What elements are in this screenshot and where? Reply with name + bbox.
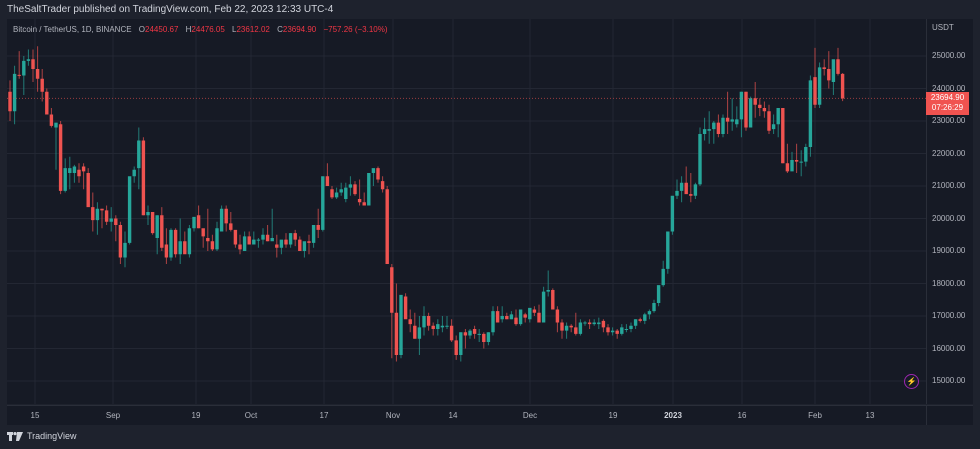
currency-label: USDT [932, 23, 954, 32]
time-tick: Dec [522, 411, 538, 420]
time-tick: Feb [808, 411, 822, 420]
last-price: 23694.90 [930, 93, 965, 103]
time-tick: 19 [608, 411, 618, 420]
time-axis[interactable] [7, 405, 926, 425]
time-tick: 19 [191, 411, 201, 420]
time-tick: 17 [319, 411, 329, 420]
time-tick: 13 [865, 411, 875, 420]
price-tick: 16000.00 [932, 343, 966, 353]
low-label: L [232, 25, 237, 34]
price-tick: 15000.00 [932, 376, 966, 385]
time-tick: 16 [737, 411, 747, 420]
price-tick: 22000.00 [932, 148, 966, 158]
last-price-tag: 23694.90 07:26:29 [926, 92, 969, 116]
price-tick: 20000.00 [932, 213, 966, 223]
time-tick: Oct [244, 411, 258, 420]
price-tick: 21000.00 [932, 181, 966, 190]
publisher-line: TheSaltTrader published on TradingView.c… [7, 4, 334, 15]
high-value: 24476.05 [191, 25, 225, 34]
close-label: C [277, 25, 283, 34]
change-value: −757.26 (−3.10%) [323, 25, 388, 34]
tv-logo-icon [7, 431, 23, 441]
time-tick: 14 [448, 411, 458, 420]
time-tick: Nov [385, 411, 401, 420]
low-value: 23612.02 [236, 25, 270, 34]
price-tick: 23000.00 [932, 116, 966, 125]
tradingview-brand: TradingView [27, 431, 77, 441]
price-tick: 25000.00 [932, 51, 966, 60]
tradingview-logo: TradingView [7, 431, 77, 441]
open-value: 24450.67 [145, 25, 179, 34]
time-tick: Sep [105, 411, 121, 420]
axis-corner [926, 405, 973, 425]
high-label: H [185, 25, 192, 34]
bar-countdown: 07:26:29 [931, 103, 964, 113]
lightning-icon[interactable]: ⚡ [904, 374, 919, 389]
chart-panel[interactable] [7, 19, 926, 404]
close-value: 23694.90 [282, 25, 317, 34]
price-tick: 24000.00 [932, 83, 966, 93]
price-tick: 18000.00 [932, 278, 966, 288]
time-tick: 15 [30, 411, 40, 420]
price-axis[interactable] [926, 19, 973, 404]
price-tick: 19000.00 [932, 246, 966, 255]
symbol-legend: Bitcoin / TetherUS, 1D, BINANCE O24450.6… [13, 25, 388, 34]
open-label: O [138, 25, 146, 34]
time-tick: 2023 [664, 411, 682, 420]
price-tick: 17000.00 [932, 311, 966, 320]
symbol-name[interactable]: Bitcoin / TetherUS, 1D, BINANCE [13, 25, 132, 34]
